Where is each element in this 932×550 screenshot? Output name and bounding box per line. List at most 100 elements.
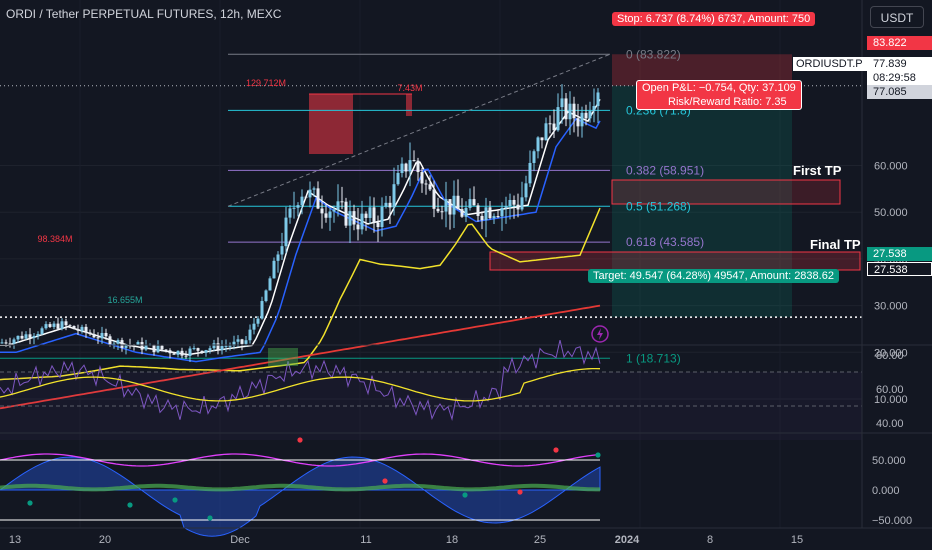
- first-tp-label: First TP: [793, 163, 842, 178]
- x-tick-label: 13: [9, 534, 21, 546]
- candle: [508, 199, 512, 207]
- candle: [104, 332, 108, 337]
- candle: [136, 342, 140, 346]
- volume-high-label-2: 7.43M: [397, 83, 422, 93]
- risk-reward-text: Risk/Reward Ratio: 7.35: [668, 96, 787, 108]
- fib-level-label: 0 (83.822): [626, 47, 681, 61]
- candle: [156, 345, 160, 353]
- candle: [388, 202, 392, 208]
- candle: [480, 215, 484, 221]
- candle: [188, 348, 192, 356]
- volume-high-label-1: 129.712M: [246, 78, 286, 88]
- candle: [248, 329, 252, 341]
- candle: [556, 107, 560, 131]
- candle: [340, 201, 344, 203]
- candle: [172, 353, 176, 355]
- candle: [352, 211, 356, 225]
- rsi-tick-label: 60.00: [876, 384, 904, 396]
- candle: [304, 196, 308, 198]
- candle: [380, 206, 384, 227]
- y-tick-label: 30.000: [874, 301, 908, 313]
- candle: [560, 98, 564, 108]
- x-tick-label: 8: [707, 534, 713, 546]
- candlesticks[interactable]: [0, 84, 600, 363]
- candle: [320, 208, 324, 214]
- grid: [0, 165, 862, 400]
- countdown-tag: 08:29:58: [867, 71, 932, 85]
- fib-level-label: 1 (18.713): [626, 351, 681, 365]
- rsi-overbought-fill: [268, 348, 298, 366]
- x-tick-label: 15: [791, 534, 803, 546]
- candle: [424, 183, 428, 185]
- candle: [336, 201, 340, 210]
- candle: [332, 209, 336, 212]
- rsi-pane[interactable]: [0, 339, 932, 440]
- candle: [76, 329, 80, 331]
- candle: [460, 209, 464, 217]
- final-tp-label: Final TP: [810, 237, 861, 252]
- candle: [32, 335, 36, 338]
- candle: [436, 208, 440, 212]
- target-badge[interactable]: Target: 49.547 (64.28%) 49547, Amount: 2…: [588, 269, 839, 283]
- candle: [372, 207, 376, 223]
- candle: [288, 208, 292, 218]
- candle: [236, 339, 240, 342]
- candle: [592, 106, 596, 112]
- candle: [276, 254, 280, 261]
- oscillator-pane[interactable]: [0, 432, 932, 537]
- y-tick-label: 20.000: [874, 347, 908, 359]
- candle: [520, 197, 524, 210]
- candle: [552, 123, 556, 131]
- candle: [72, 325, 76, 330]
- stop-badge[interactable]: Stop: 6.737 (8.74%) 6737, Amount: 750: [612, 12, 816, 26]
- candle: [492, 216, 496, 219]
- candle: [400, 163, 404, 173]
- candle: [328, 211, 332, 218]
- ema-lines: [0, 98, 601, 410]
- open-pnl-badge[interactable]: Open P&L: −0.754, Qty: 37.109 Risk/Rewar…: [636, 80, 802, 110]
- candle: [200, 350, 204, 353]
- rsi-tick-label: 80.00: [876, 350, 904, 362]
- candle: [96, 337, 100, 339]
- candle: [52, 323, 56, 327]
- candle: [8, 343, 12, 345]
- first-tp-box: [611, 179, 841, 205]
- candle: [360, 213, 364, 230]
- candle: [468, 199, 472, 208]
- candle: [472, 199, 476, 206]
- candle: [580, 112, 584, 127]
- candle: [168, 350, 172, 354]
- candle: [576, 118, 580, 127]
- flash-icon[interactable]: [591, 325, 609, 343]
- stop-price-tag: 83.822: [867, 36, 932, 50]
- symbol-tag: ORDIUSDT.P: [793, 57, 867, 71]
- candle: [392, 184, 396, 208]
- candle: [572, 103, 576, 119]
- candle: [296, 205, 300, 208]
- candle: [120, 340, 124, 348]
- osc-tick-label: 50.000: [872, 455, 906, 467]
- ema-slow-line: [0, 207, 601, 381]
- candle: [240, 339, 244, 344]
- candle: [420, 172, 424, 184]
- oscillator-signal-dot: [297, 437, 303, 443]
- candle: [244, 340, 248, 344]
- currency-button[interactable]: USDT: [870, 6, 924, 28]
- candle: [264, 290, 268, 302]
- candle: [220, 346, 224, 351]
- candle: [116, 340, 120, 344]
- x-tick-label: 2024: [615, 534, 640, 546]
- candle: [44, 324, 48, 329]
- oscillator-signal-dot: [595, 452, 601, 458]
- candle: [292, 207, 296, 209]
- candle: [108, 336, 112, 345]
- supply-zone-small: [406, 94, 412, 116]
- candle: [516, 204, 520, 210]
- candle: [80, 326, 84, 331]
- candle: [60, 321, 64, 329]
- oscillator-signal-dot: [382, 478, 388, 484]
- candle: [412, 160, 416, 162]
- candle: [184, 355, 188, 357]
- candle: [20, 335, 24, 339]
- candle: [440, 211, 444, 213]
